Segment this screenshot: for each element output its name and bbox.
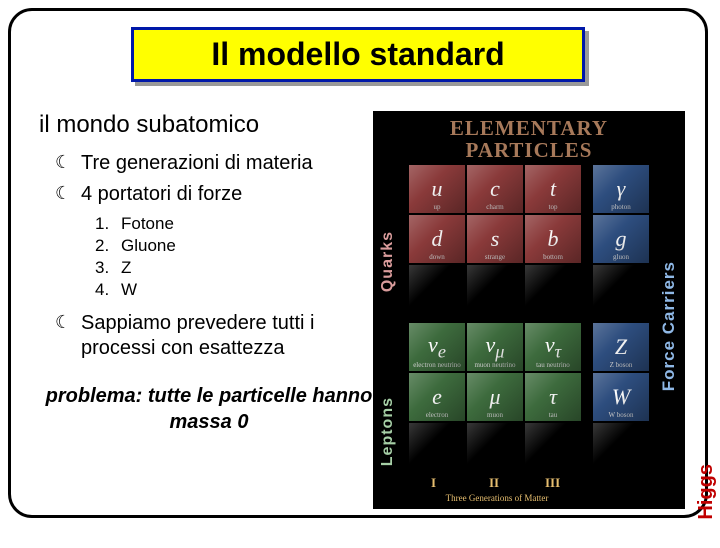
force-2: 2.Gluone xyxy=(95,235,379,257)
particle-cell xyxy=(409,423,465,471)
particle-cell: νeelectron neutrino xyxy=(409,323,465,371)
bullet-1: Tre generazioni di materia xyxy=(55,151,379,176)
particle-cell: bbottom xyxy=(525,215,581,263)
particle-cell: ttop xyxy=(525,165,581,213)
particles-grid: uupccharmttop ddownsstrangebbottom νeelect… xyxy=(409,165,649,483)
particle-cell: νμmuon neutrino xyxy=(467,323,523,371)
gen-label: Three Generations of Matter xyxy=(409,493,585,503)
particle-cell xyxy=(467,265,523,313)
particle-cell xyxy=(409,265,465,313)
particle-cell: eelectron xyxy=(409,373,465,421)
subtitle: il mondo subatomico xyxy=(39,111,379,139)
roman-1: I xyxy=(431,475,436,491)
fig-title: ELEMENTARY PARTICLES xyxy=(373,111,685,161)
particle-cell: ντtau neutrino xyxy=(525,323,581,371)
particle-cell: WW boson xyxy=(593,373,649,421)
force-list: 1.Fotone 2.Gluone 3.Z 4.W xyxy=(39,213,379,301)
particle-cell: sstrange xyxy=(467,215,523,263)
roman-3: III xyxy=(545,475,560,491)
particle-cell xyxy=(525,423,581,471)
label-carriers: Force Carriers xyxy=(659,261,679,391)
particle-cell: uup xyxy=(409,165,465,213)
particle-cell: τtau xyxy=(525,373,581,421)
particle-cell: μmuon xyxy=(467,373,523,421)
particle-cell: ccharm xyxy=(467,165,523,213)
particle-cell xyxy=(593,265,649,313)
force-1: 1.Fotone xyxy=(95,213,379,235)
particle-cell: ddown xyxy=(409,215,465,263)
slide-title: Il modello standard xyxy=(144,36,572,73)
particle-cell xyxy=(593,423,649,471)
label-leptons: Leptons xyxy=(379,397,397,466)
particle-cell: ggluon xyxy=(593,215,649,263)
bullet-list: Tre generazioni di materia 4 portatori d… xyxy=(39,151,379,207)
particles-figure: ELEMENTARY PARTICLES Quarks Leptons Forc… xyxy=(373,111,685,509)
bullet-2: 4 portatori di forze xyxy=(55,182,379,207)
force-4: 4.W xyxy=(95,279,379,301)
particle-cell: γphoton xyxy=(593,165,649,213)
problem-text: problema: tutte le particelle hanno mass… xyxy=(39,383,379,435)
particle-cell xyxy=(467,423,523,471)
content-left: il mondo subatomico Tre generazioni di m… xyxy=(39,111,379,435)
particle-cell xyxy=(525,265,581,313)
title-box: Il modello standard xyxy=(131,27,585,82)
roman-2: II xyxy=(489,475,499,491)
bullet-3: Sappiamo prevedere tutti i processi con … xyxy=(55,311,379,361)
force-3: 3.Z xyxy=(95,257,379,279)
higgs-label: Higgs xyxy=(695,464,718,520)
bullet-list-2: Sappiamo prevedere tutti i processi con … xyxy=(39,311,379,361)
label-quarks: Quarks xyxy=(379,231,397,292)
particle-cell: ZZ boson xyxy=(593,323,649,371)
slide-frame: Il modello standard il mondo subatomico … xyxy=(8,8,708,518)
